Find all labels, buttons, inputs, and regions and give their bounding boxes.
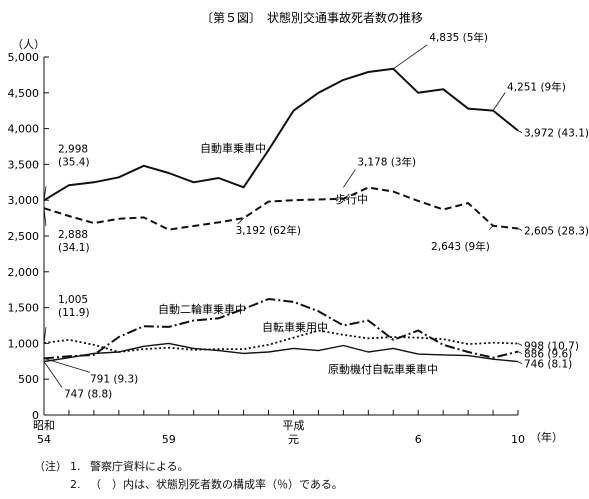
x-tick-label-era: 昭和 [33, 419, 55, 432]
annotation-label: 791 (9.3) [90, 373, 138, 385]
series-line-3 [43, 329, 519, 353]
y-tick-label: 4,500 [8, 87, 40, 100]
annotation-share: (35.4) [58, 156, 90, 168]
series-label-motorcycle: 自動二輪車乗車中 [158, 302, 246, 316]
annotation-leader [517, 130, 523, 133]
y-axis-unit: （人） [12, 38, 45, 51]
annotation-leader [517, 361, 523, 364]
annotation-label: 4,835 (5年) [429, 31, 488, 44]
x-tick-label: 6 [415, 433, 422, 446]
y-tick-label: 1,500 [8, 302, 40, 315]
annotation-leader [43, 186, 47, 201]
annotation-label: 4,251 (9年) [507, 81, 566, 94]
annotation-label: 2,998 [58, 143, 88, 155]
series-label-pedestrian: 歩行中 [335, 192, 368, 206]
annotation-leader [517, 228, 523, 231]
series-label-car: 自動車乗車中 [200, 141, 266, 155]
annotation-label: 746 (8.1) [524, 359, 572, 371]
x-tick-label: 59 [162, 433, 176, 446]
annotation-leader [517, 351, 523, 354]
series-label-bicycle: 自転車乗用中 [262, 320, 328, 334]
footnote-text: 警察庁資料による。 [90, 460, 189, 473]
annotation-label: 1,005 [58, 294, 88, 306]
series-line-2 [43, 298, 519, 360]
series-line-4 [43, 342, 519, 363]
annotation-leader [488, 225, 494, 231]
y-tick-label: 2,000 [8, 266, 40, 279]
annotation-label: 2,888 [58, 229, 88, 241]
y-tick-label: 0 [32, 409, 39, 422]
chart-title: 〔第５図〕 状態別交通事故死者数の推移 [201, 10, 423, 25]
annotation-label: 747 (8.8) [64, 389, 112, 401]
annotation-leader [43, 326, 47, 344]
annotations: 2,998(35.4) 2,888(34.1) 1,005(11.9) 791 (9.… [43, 31, 589, 401]
annotation-label: 3,192 (62年) [236, 224, 301, 237]
footnote-1: （注） 1. 警察庁資料による。 [34, 458, 343, 476]
series-line-0 [43, 67, 519, 202]
x-tick-label: 54 [37, 433, 51, 446]
annotation-leader [43, 208, 47, 227]
annotation-leader [343, 169, 356, 188]
annotation-label: 2,605 (28.3) [524, 225, 589, 237]
annotation-label: 998 (10.7) [524, 341, 579, 353]
series-labels: 自動車乗車中 歩行中 自動二輪車乗車中 自転車乗用中 原動機付自転車乗車中 [158, 141, 438, 376]
x-tick-label: 元 [288, 433, 299, 446]
footnotes: （注） 1. 警察庁資料による。 2. （ ）内は、状態別死者数の構成率（％）である。 [34, 458, 343, 494]
annotation-leader [237, 217, 244, 225]
x-axis-unit: （年） [530, 430, 563, 444]
chart: 〔第５図〕 状態別交通事故死者数の推移 （人） 05001,0001,5002,… [8, 10, 589, 446]
y-tick-label: 500 [18, 373, 39, 386]
footnote-number: 2. [70, 478, 81, 491]
y-tick-label: 3,500 [8, 158, 40, 171]
series-line-1 [43, 186, 519, 231]
y-tick-label: 5,000 [8, 51, 40, 64]
annotation-label: 3,178 (3年) [357, 155, 416, 168]
axes: 0 500 1,000 1,500 2,000 2,500 3,000 3,500 4,000 4… [8, 51, 519, 422]
footnote-2: 2. （ ）内は、状態別死者数の構成率（％）である。 [34, 476, 343, 494]
annotation-leader [43, 357, 91, 373]
annotation-leader [393, 44, 428, 70]
footnote-prefix: （注） [34, 460, 67, 473]
annotation-share: (34.1) [58, 242, 90, 254]
y-tick-label: 2,500 [8, 230, 40, 243]
annotation-leader [492, 92, 506, 111]
series-lines [43, 67, 519, 363]
annotation-leader [517, 343, 523, 346]
annotation-label: 2,643 (9年) [431, 240, 490, 253]
series-label-moped: 原動機付自転車乗車中 [328, 362, 438, 376]
y-tick-label: 4,000 [8, 123, 40, 136]
annotation-label: 3,972 (43.1) [524, 128, 589, 140]
y-tick-label: 3,000 [8, 194, 40, 207]
footnote-text: （ ）内は、状態別死者数の構成率（％）である。 [90, 478, 343, 491]
footnote-number: 1. [70, 460, 81, 473]
annotation-leader [43, 361, 63, 388]
y-tick-label: 1,000 [8, 337, 40, 350]
x-tick-label-era: 平成 [282, 419, 304, 432]
x-tick-label: 10 [511, 433, 525, 446]
annotation-label: 886 (9.6) [524, 349, 572, 361]
annotation-share: (11.9) [58, 307, 90, 319]
